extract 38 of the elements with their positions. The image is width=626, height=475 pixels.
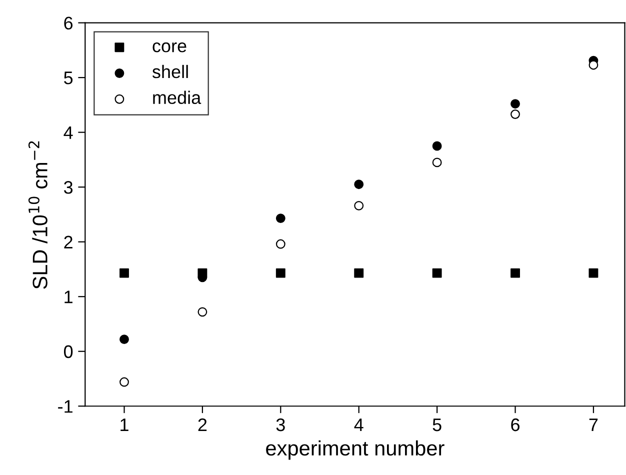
y-tick-label: -1 (58, 400, 72, 413)
legend-label: core (152, 42, 186, 52)
y-tick-label: 4 (64, 126, 73, 139)
point (432, 141, 442, 151)
point (354, 180, 364, 190)
y-tick-label: 6 (64, 16, 73, 30)
y-tick-label: 0 (64, 345, 73, 358)
point (510, 268, 520, 278)
point (276, 239, 286, 249)
point (354, 200, 364, 210)
y-tick-label: 1 (64, 290, 72, 304)
point (276, 268, 286, 278)
x-tick-label: 1 (120, 418, 128, 432)
x-tick-label: 5 (432, 418, 442, 432)
x-tick-label: 6 (511, 418, 520, 432)
y-tick-label: 5 (64, 72, 73, 84)
point (120, 377, 129, 387)
legend-label: media (153, 90, 202, 104)
point (354, 268, 364, 278)
y-tick-label: 2 (64, 236, 72, 248)
y-axis-title: SLD /10$^{10}$ cm$^{−2}$ (28, 141, 48, 289)
point (510, 110, 520, 119)
point (120, 268, 129, 278)
point (276, 214, 286, 224)
point (510, 99, 520, 109)
point (120, 334, 129, 344)
point (588, 60, 598, 70)
x-tick-label: 7 (589, 418, 598, 432)
y-tick-label: 3 (64, 181, 73, 194)
point (588, 268, 598, 278)
legend-label: shell (152, 64, 188, 78)
point (432, 268, 442, 278)
x-tick-label: 2 (198, 418, 207, 432)
x-tick-label: 3 (276, 418, 285, 432)
x-tick-label: 4 (354, 418, 364, 432)
x-axis-title: experiment number (266, 440, 444, 460)
point (198, 307, 208, 317)
point (432, 158, 442, 168)
